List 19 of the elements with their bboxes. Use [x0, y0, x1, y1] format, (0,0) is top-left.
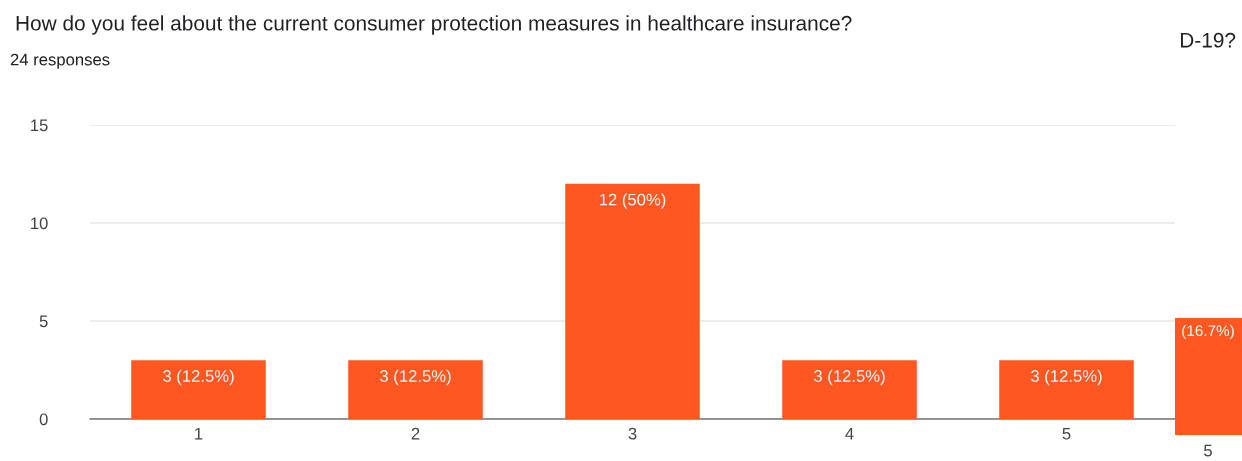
data-label: 3 (12.5%) [1031, 369, 1102, 386]
y-tick-label: 0 [39, 413, 48, 426]
data-label: 3 (12.5%) [163, 369, 234, 386]
data-label: 12 (50%) [599, 193, 666, 209]
text: 5 [1204, 444, 1212, 457]
chart-subtitle: 24 responses [10, 53, 110, 69]
data-label: 3 (12.5%) [380, 369, 451, 386]
y-tick-label: 5 [39, 315, 48, 328]
x-tick-label: 5 [1062, 427, 1071, 440]
x-tick-label: 3 [628, 427, 637, 440]
text: D-19? [1180, 32, 1236, 48]
data-label: 3 (12.5%) [814, 369, 885, 386]
y-tick-label: 10 [31, 217, 48, 230]
chart-title: How do you feel about the current consumer protection measures in healthcare insurance? [16, 15, 852, 35]
text: (16.7%) [1182, 324, 1234, 340]
x-tick-label: 4 [845, 427, 854, 440]
x-tick-label: 1 [195, 427, 203, 440]
x-tick-label: 2 [411, 427, 420, 440]
y-tick-label: 15 [31, 119, 48, 132]
